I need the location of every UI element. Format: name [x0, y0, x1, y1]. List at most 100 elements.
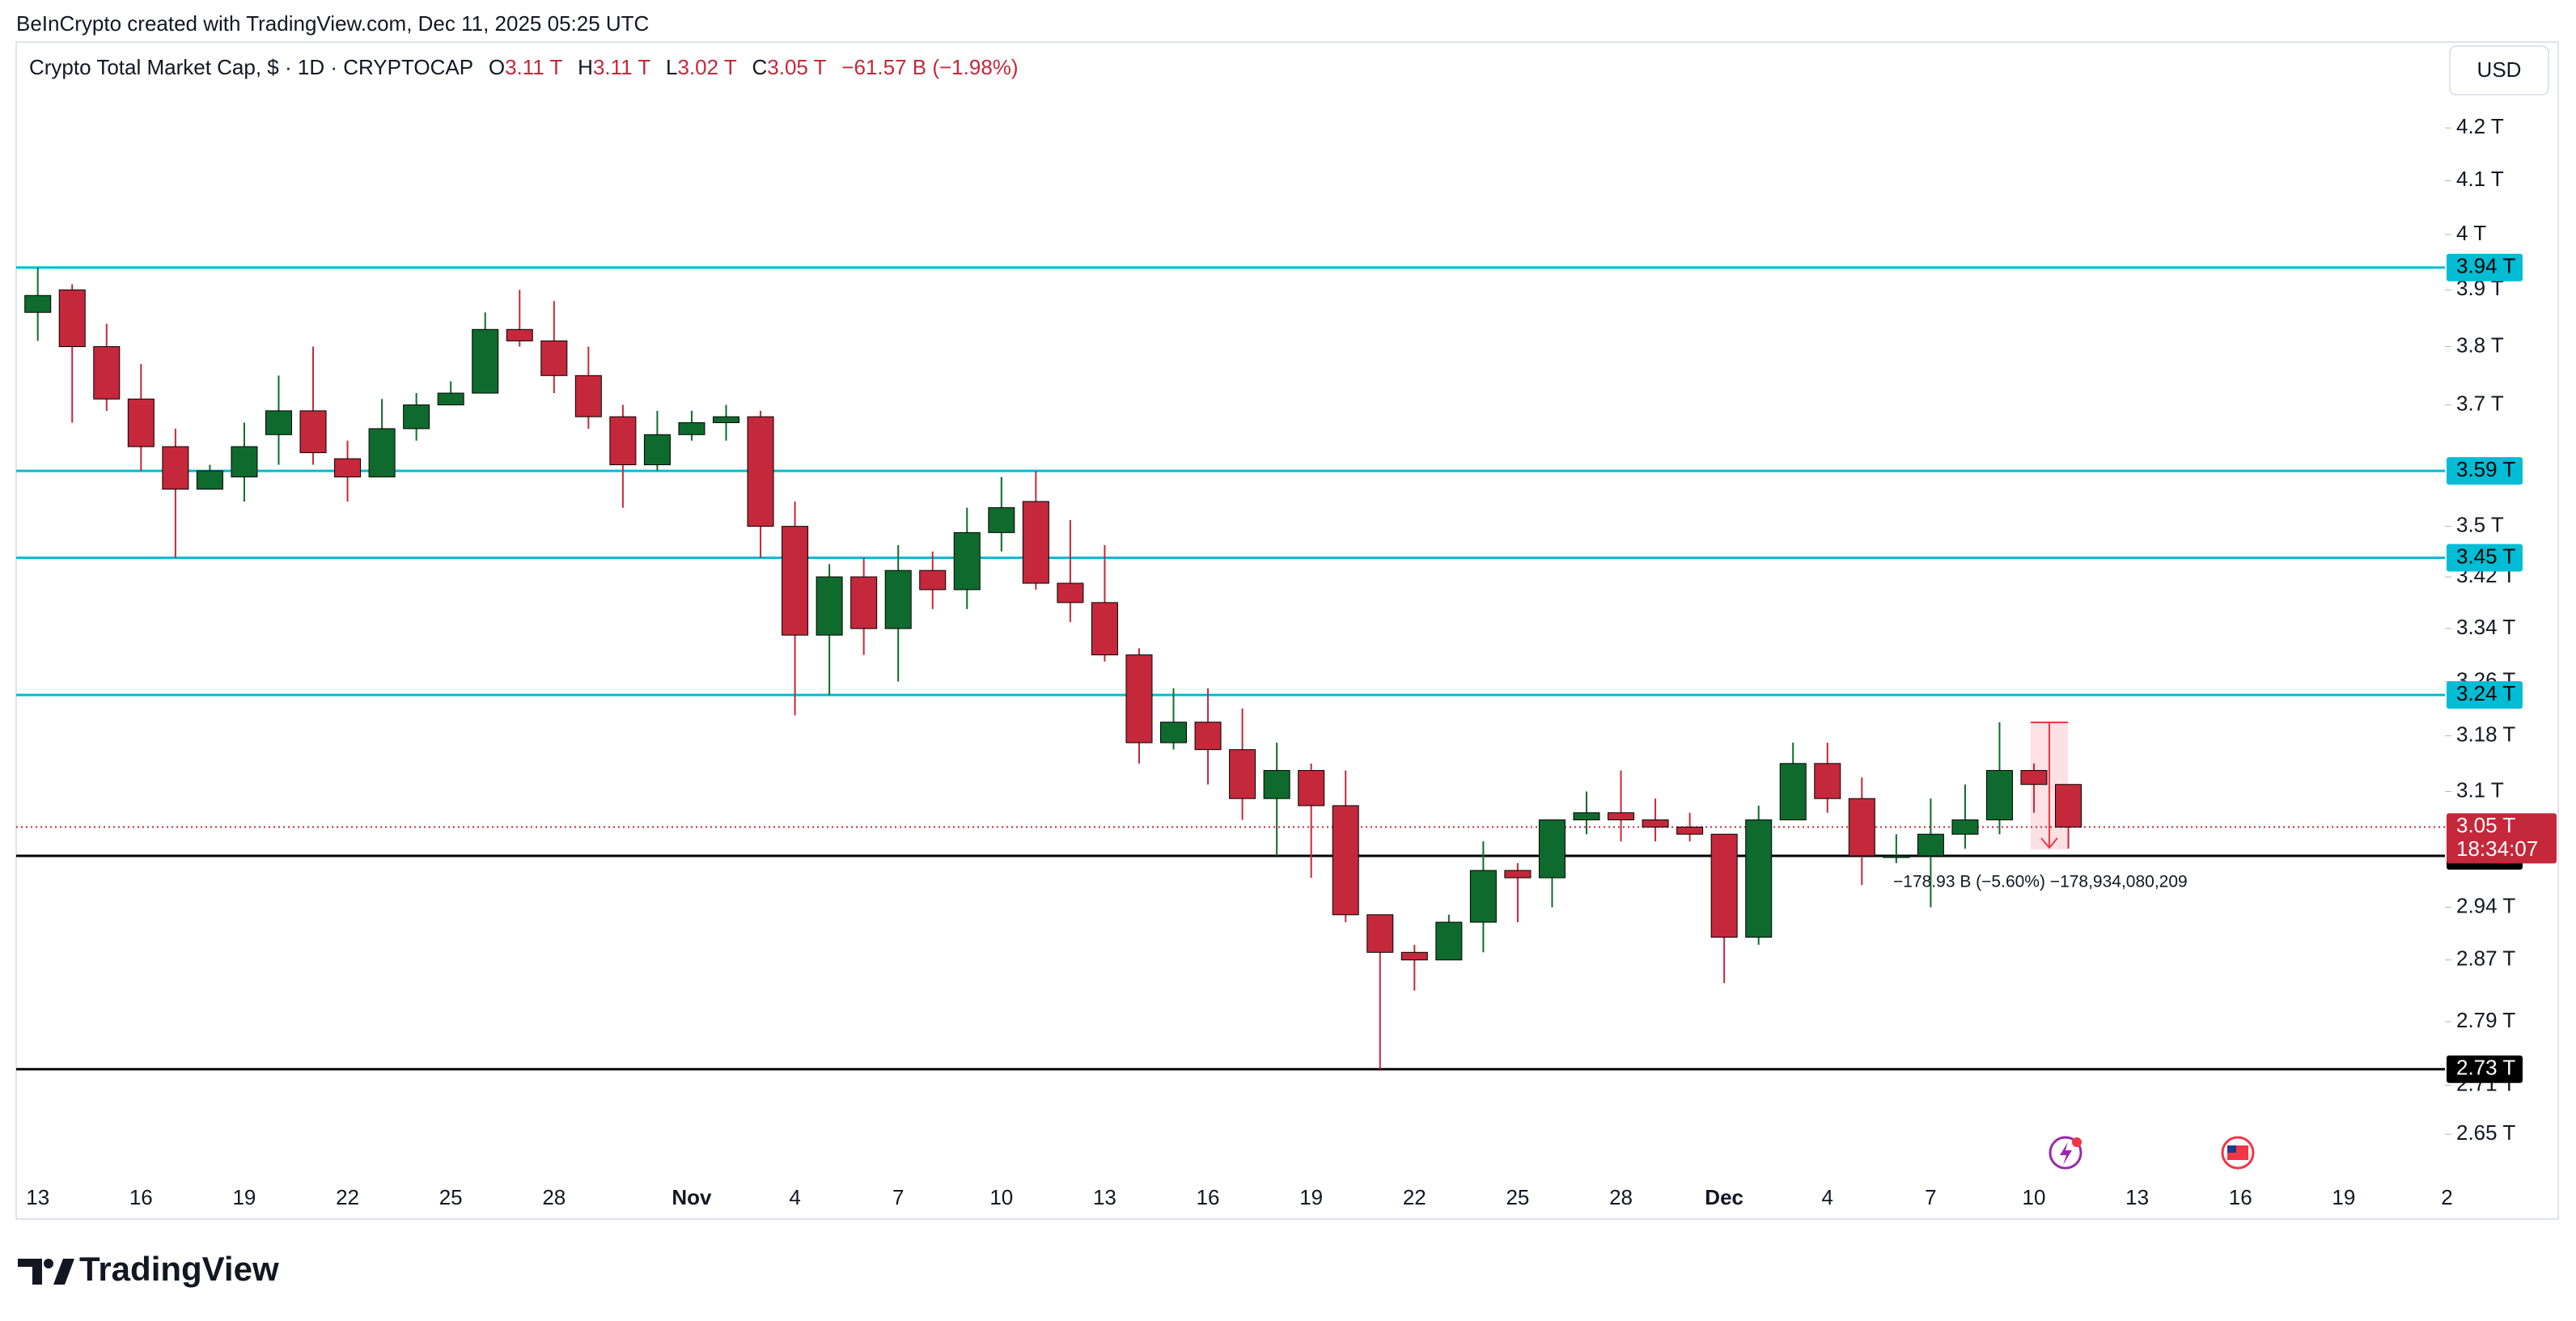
candle-body [1298, 769, 1325, 807]
candle-body [884, 569, 912, 629]
x-tick-label: 10 [2023, 1185, 2046, 1209]
candle-body [93, 346, 121, 400]
level-label-box [2447, 1055, 2523, 1083]
y-tick-label: 3.34 T [2456, 615, 2515, 639]
candle-body [1985, 769, 2013, 821]
candle-body [162, 446, 189, 490]
ohlc-value: 3.02 T [677, 55, 736, 79]
candle-body [231, 446, 258, 478]
candle-body [1745, 819, 1773, 938]
level-label-box [2447, 457, 2523, 485]
x-tick-label: 4 [1822, 1185, 1833, 1209]
candle-body [299, 410, 327, 454]
candle-body [1848, 798, 1875, 857]
candle-body [574, 375, 602, 417]
x-tick-label: 28 [1609, 1185, 1633, 1209]
candle-body [643, 434, 671, 466]
candle-body [1091, 602, 1118, 656]
y-tick-label: 3.8 T [2456, 332, 2504, 357]
attribution: BeInCrypto created with TradingView.com,… [16, 11, 649, 36]
candle-body [1779, 763, 1807, 821]
measure-label: −178.93 B (−5.60%) −178,934,080,209 [1893, 873, 2188, 891]
candle-body [368, 428, 396, 478]
candle-body [1469, 870, 1497, 923]
x-tick-label: 19 [2332, 1185, 2355, 1209]
y-tick-label: 3.18 T [2456, 722, 2515, 747]
y-tick-label: 3.1 T [2456, 777, 2504, 802]
candle-body [988, 507, 1015, 533]
x-tick-label: 25 [439, 1185, 463, 1209]
level-label: 3.59 T [2456, 457, 2515, 481]
x-tick-label: 13 [26, 1185, 49, 1209]
x-tick-label: 13 [1093, 1185, 1116, 1209]
candle-body [24, 294, 52, 313]
ohlc-key: C [752, 55, 768, 79]
candle-body [1366, 914, 1394, 953]
x-tick-label: 19 [1299, 1185, 1323, 1209]
candle-body [1814, 763, 1841, 799]
ohlc-value: 3.11 T [505, 55, 562, 79]
candle-body [1400, 951, 1428, 961]
candle-body [816, 576, 843, 636]
level-label-box [2447, 253, 2523, 282]
candle-body [1057, 582, 1084, 603]
y-tick-label: 2.79 T [2456, 1008, 2515, 1032]
candle-body [919, 569, 947, 591]
candle-body [747, 416, 774, 527]
candle-body [1229, 749, 1256, 799]
candle-body [506, 328, 533, 341]
candle-body [1951, 819, 1979, 835]
level-label: 2.73 T [2456, 1056, 2515, 1080]
level-label: 3.94 T [2456, 254, 2515, 278]
price-label-box [2447, 813, 2557, 864]
x-tick-label: 16 [1197, 1185, 1220, 1209]
x-tick-label: 13 [2125, 1185, 2149, 1209]
candle-body [1194, 722, 1222, 751]
currency[interactable]: USD [2477, 57, 2522, 82]
candle-body [472, 328, 499, 394]
x-tick-label: 28 [542, 1185, 566, 1209]
x-tick-label: 16 [2229, 1185, 2252, 1209]
y-tick-label: 4.2 T [2456, 114, 2504, 138]
change: −61.57 B (−1.98%) [841, 55, 1018, 79]
brand: TradingView [79, 1250, 279, 1288]
price-label: 3.05 T [2456, 813, 2515, 837]
candle-body [1022, 501, 1049, 584]
candle-body [127, 398, 155, 447]
x-tick-label: Dec [1705, 1185, 1743, 1209]
flag-canton [2227, 1145, 2236, 1153]
candle-body [1504, 870, 1532, 879]
x-tick-label: 22 [1403, 1185, 1426, 1209]
candle-body [1125, 654, 1153, 743]
y-tick-label: 2.94 T [2456, 893, 2515, 917]
candle-body [1263, 769, 1290, 799]
candle-body [403, 404, 430, 430]
candle-body [2055, 784, 2082, 828]
candle-body [437, 392, 464, 406]
currency-button[interactable] [2449, 45, 2549, 95]
candle-body [713, 416, 739, 424]
level-label-box [2447, 544, 2523, 572]
x-tick-label: Nov [672, 1185, 712, 1209]
ohlc-value: 3.11 T [593, 55, 650, 79]
ohlc-key: O [489, 55, 505, 79]
candle-body [1332, 805, 1359, 916]
x-tick-label: 7 [1925, 1185, 1936, 1209]
candle-body [1608, 812, 1635, 821]
candle-body [1538, 819, 1566, 879]
countdown: 18:34:07 [2456, 836, 2538, 861]
candle-body [1710, 833, 1738, 938]
x-tick-label: 19 [232, 1185, 256, 1209]
ohlc-key: L [666, 55, 677, 79]
x-tick-label: 2 [2441, 1185, 2452, 1209]
event-dot [2072, 1137, 2082, 1147]
measure-arrowhead [2040, 837, 2058, 849]
candle-body [678, 422, 705, 435]
candle-body [1917, 833, 1944, 857]
event-bolt [2060, 1142, 2072, 1165]
y-tick-label: 4.1 T [2456, 167, 2504, 191]
candle-body [1435, 921, 1463, 961]
